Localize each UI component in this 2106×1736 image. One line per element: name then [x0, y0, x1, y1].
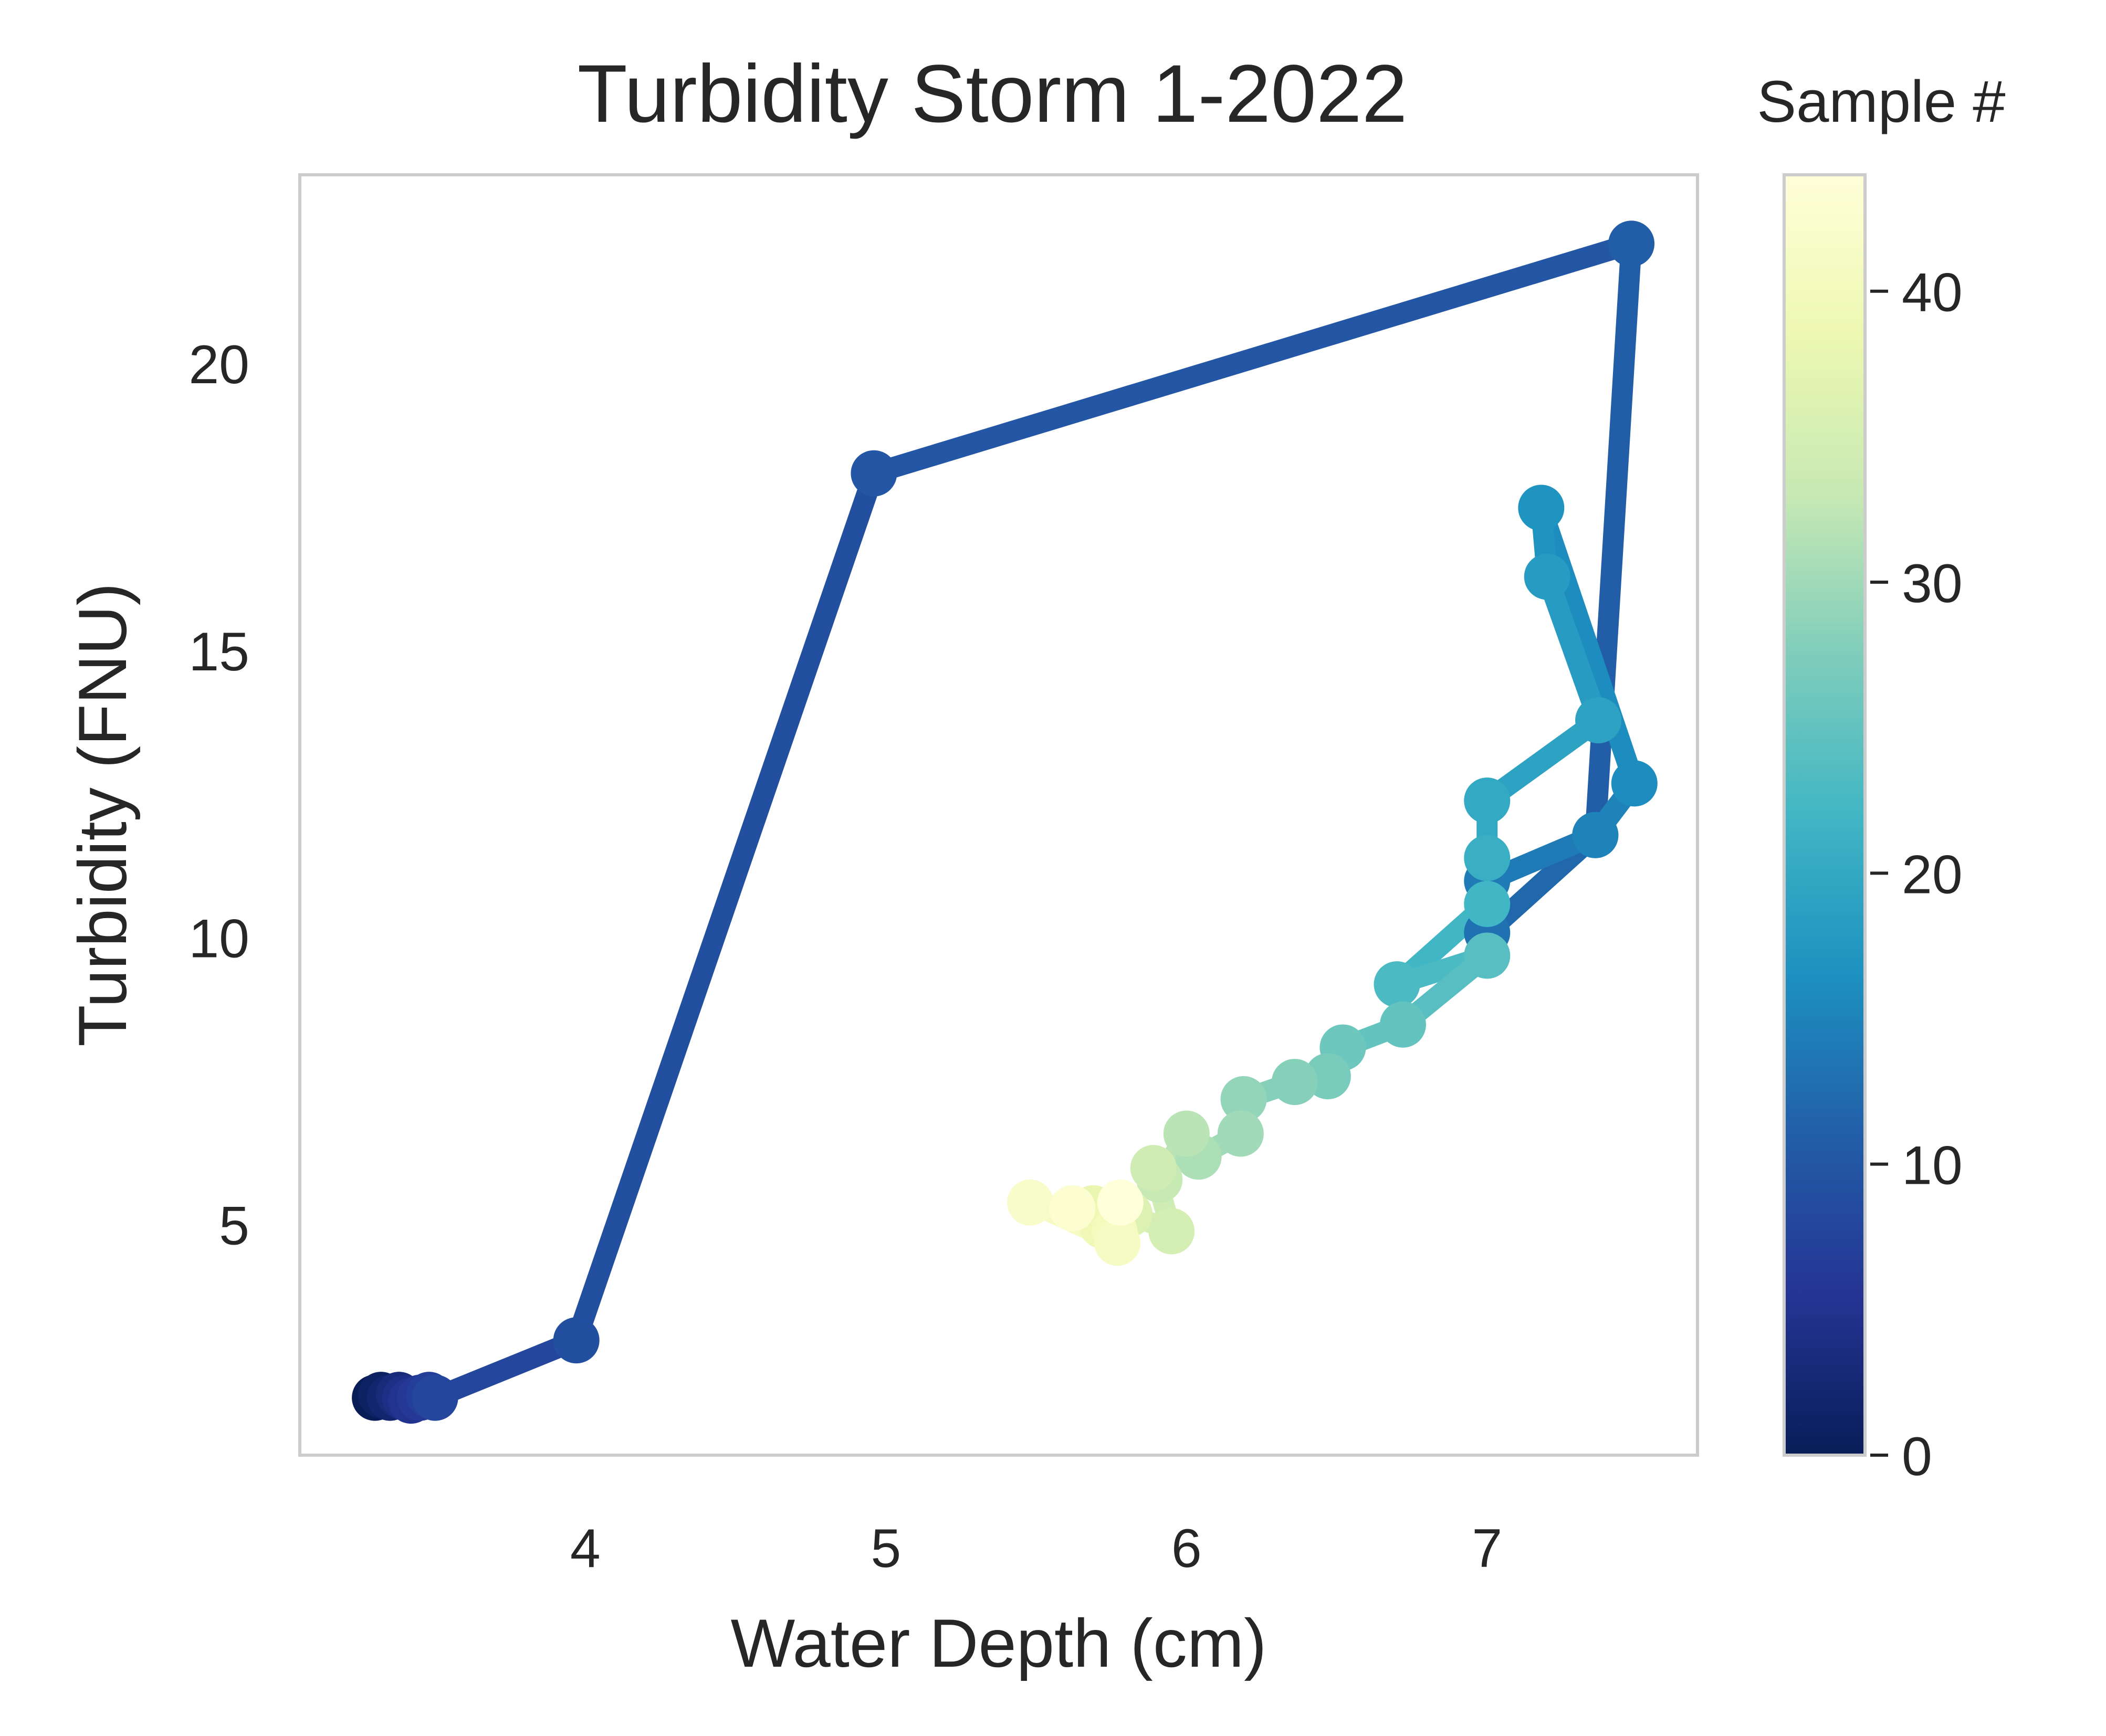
series-line-segment	[1531, 497, 1645, 794]
colorbar-tick-label: 0	[1902, 1426, 1932, 1487]
data-point	[1217, 1110, 1264, 1157]
x-tick-label: 4	[570, 1518, 601, 1579]
data-point	[851, 450, 897, 497]
data-point	[1575, 697, 1622, 744]
colorbar-tick-label: 30	[1902, 553, 1963, 614]
x-tick-label: 7	[1472, 1518, 1502, 1579]
series-line-segment	[424, 1330, 587, 1408]
y-tick-label: 20	[188, 334, 249, 395]
data-point	[1097, 1179, 1144, 1226]
data-marks	[352, 220, 1658, 1424]
x-tick-labels: 4 5 6 7	[570, 1518, 1502, 1579]
colorbar-tick-label: 40	[1902, 262, 1963, 323]
data-point	[1608, 220, 1655, 267]
colorbar-ticks: 0 10 20 30 40	[1870, 262, 1963, 1487]
y-tick-labels: 5 10 15 20	[188, 334, 249, 1257]
y-axis-label: Turbidity (FNU)	[64, 583, 141, 1047]
data-point	[1464, 777, 1511, 824]
y-tick-label: 10	[188, 909, 249, 970]
data-point	[412, 1374, 458, 1421]
data-point	[1148, 1208, 1195, 1255]
data-point	[1464, 835, 1511, 881]
data-point	[1163, 1110, 1210, 1157]
data-point	[1271, 1059, 1318, 1106]
series-line-segment	[565, 462, 885, 1351]
x-tick-label: 6	[1171, 1518, 1202, 1579]
data-point	[553, 1317, 600, 1364]
data-point	[1007, 1179, 1054, 1226]
data-point	[1518, 485, 1565, 531]
data-point	[1379, 1001, 1426, 1048]
series-line-segment	[863, 233, 1642, 484]
data-point	[1464, 932, 1511, 979]
x-tick-label: 5	[871, 1518, 901, 1579]
x-axis-label: Water Depth (cm)	[731, 1605, 1267, 1681]
data-point	[1374, 961, 1420, 1008]
colorbar-tick-label: 20	[1902, 844, 1963, 905]
colorbar-tick-label: 10	[1902, 1135, 1963, 1196]
data-point	[1611, 760, 1658, 807]
colorbar-title: Sample #	[1757, 69, 2005, 134]
data-point	[1524, 553, 1570, 600]
data-point	[1572, 812, 1619, 858]
chart-title: Turbidity Storm 1-2022	[578, 48, 1408, 140]
series-line-segment	[1536, 566, 1609, 731]
y-tick-label: 15	[188, 622, 249, 682]
data-point	[1130, 1145, 1177, 1192]
data-point	[1049, 1185, 1096, 1232]
colorbar	[1783, 173, 1867, 1457]
y-tick-label: 5	[219, 1196, 249, 1257]
data-point	[1220, 1076, 1267, 1122]
data-point	[1464, 881, 1511, 928]
plot-frame	[298, 173, 1699, 1457]
data-point	[1094, 1219, 1141, 1266]
